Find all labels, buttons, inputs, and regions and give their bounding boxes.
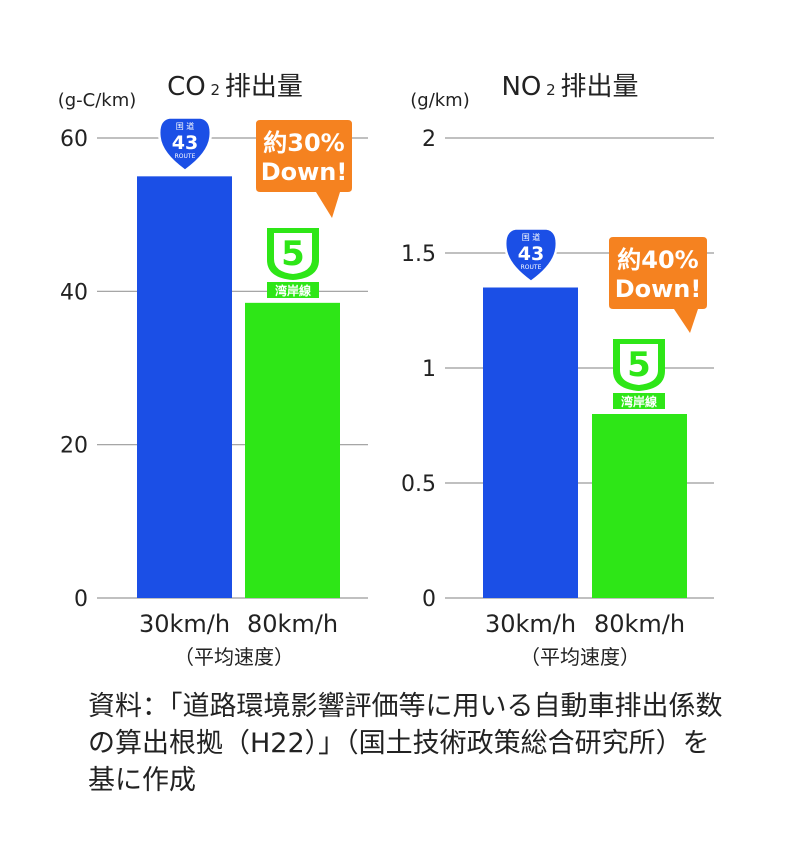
bayshore-shield-inner bbox=[274, 233, 312, 274]
bayshore-label: 湾岸線 bbox=[275, 283, 311, 298]
chart-panel-2: NO 2 排出量 (g/km) 0 0.5 1 1.5 2 30km/h 80km/h （平均速度… bbox=[401, 72, 714, 669]
bayshore-label-bg bbox=[613, 393, 665, 409]
x-axis-label: （平均速度） bbox=[520, 645, 640, 669]
y-axis-unit-label: (g-C/km) bbox=[58, 90, 137, 111]
bayshore-route-5-icon-1: 5 湾岸線 bbox=[267, 228, 319, 298]
route-shield-kanji: 国 道 bbox=[522, 232, 541, 242]
bayshore-route-5-icon-2: 5 湾岸線 bbox=[613, 339, 665, 409]
y-tick-label: 40 bbox=[60, 280, 88, 305]
callout-down: Down! bbox=[261, 158, 348, 186]
source-note: 資料：「道路環境影響評価等に用いる自動車排出係数の算出根拠（H22）」（国土技術… bbox=[88, 691, 723, 796]
route-shield-number: 43 bbox=[518, 243, 544, 265]
y-tick-label: 60 bbox=[60, 127, 88, 152]
y-axis-unit-label: (g/km) bbox=[410, 90, 470, 111]
y-tick-label: 1 bbox=[422, 357, 436, 382]
y-tick-label: 20 bbox=[60, 434, 88, 459]
chart-title: NO 2 排出量 bbox=[501, 72, 638, 102]
x-tick-label: 30km/h bbox=[485, 610, 576, 638]
y-tick-label: 2 bbox=[422, 127, 436, 152]
x-tick-label: 80km/h bbox=[594, 610, 685, 638]
route-shield-body bbox=[506, 229, 556, 281]
callout-percent: 約30% bbox=[263, 129, 344, 157]
callout-bubble bbox=[609, 237, 707, 333]
bayshore-shield-number: 5 bbox=[281, 234, 305, 274]
bar-2 bbox=[245, 302, 340, 598]
x-axis-label: （平均速度） bbox=[174, 645, 294, 669]
chart-title: CO 2 排出量 bbox=[167, 72, 303, 102]
route-shield-number: 43 bbox=[172, 132, 198, 154]
callout-down: Down! bbox=[615, 275, 702, 303]
bar-1 bbox=[483, 287, 578, 598]
bayshore-shield-inner bbox=[620, 344, 658, 385]
bar-1 bbox=[137, 176, 232, 599]
y-tick-label: 0 bbox=[74, 587, 88, 612]
bar-2 bbox=[592, 414, 687, 598]
route-shield-kanji: 国 道 bbox=[176, 121, 195, 131]
bayshore-label: 湾岸線 bbox=[621, 394, 657, 409]
route-shield-route-text: ROUTE bbox=[521, 264, 542, 271]
callout-1: 約30%Down! bbox=[256, 120, 352, 218]
route-shield-body bbox=[160, 118, 210, 170]
bayshore-label-bg bbox=[267, 282, 319, 298]
x-tick-label: 80km/h bbox=[247, 610, 338, 638]
chart-panel-1: CO 2 排出量 (g-C/km) 0 20 40 60 30km/h 80km/h （平均速度… bbox=[58, 72, 368, 669]
callout-percent: 約40% bbox=[617, 246, 698, 274]
callout-bubble bbox=[256, 120, 352, 218]
y-tick-label: 0 bbox=[422, 587, 436, 612]
x-tick-label: 30km/h bbox=[139, 610, 230, 638]
bayshore-shield-number: 5 bbox=[627, 345, 651, 385]
callout-2: 約40%Down! bbox=[609, 237, 707, 333]
route-shield-route-text: ROUTE bbox=[175, 153, 196, 160]
y-tick-label: 1.5 bbox=[401, 242, 436, 267]
y-tick-label: 0.5 bbox=[401, 472, 436, 497]
